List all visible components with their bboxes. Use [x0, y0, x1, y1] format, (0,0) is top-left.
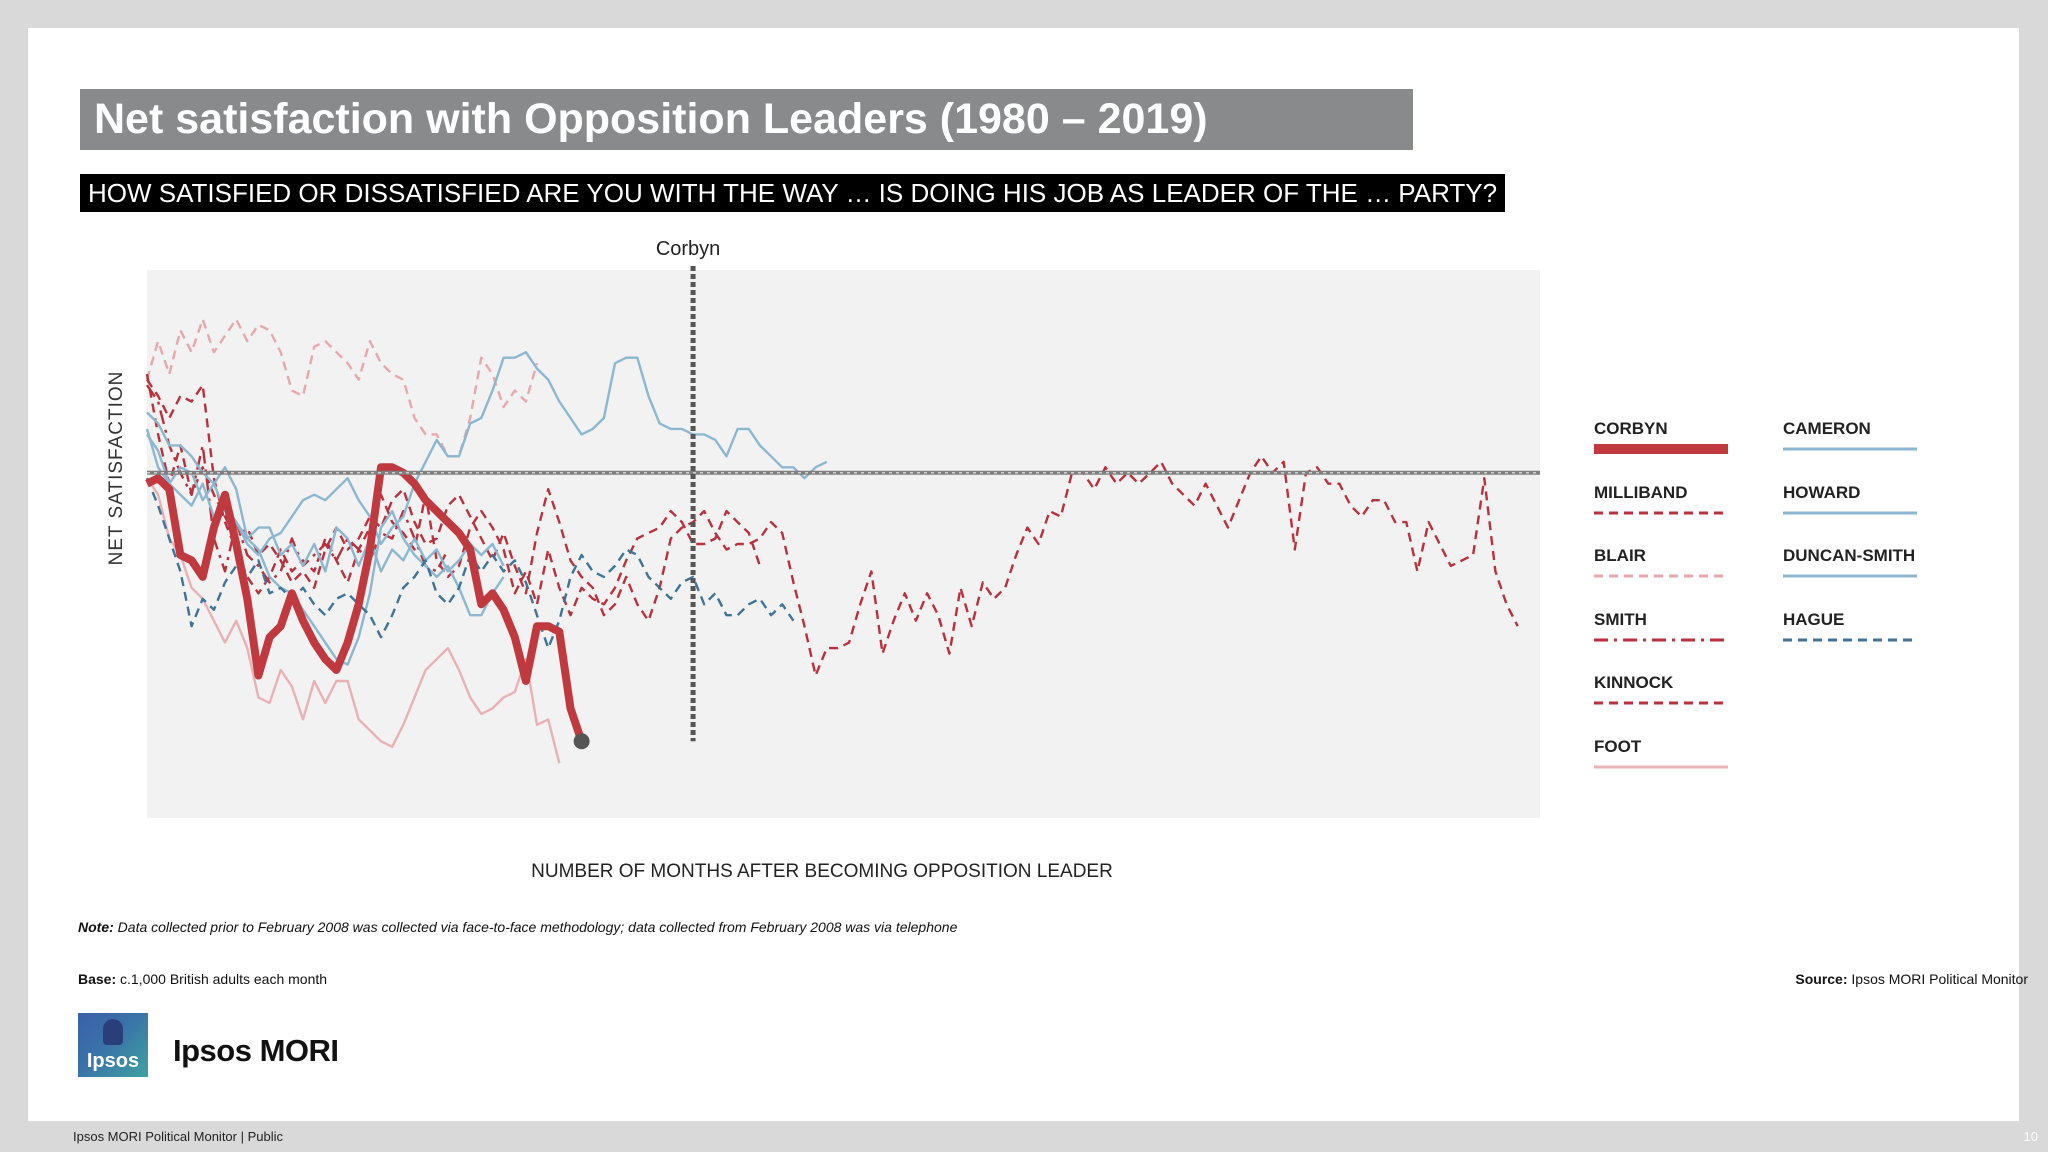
- legend-label: FOOT: [1594, 736, 1642, 756]
- legend-item-smith: SMITH: [1594, 609, 1734, 646]
- corbyn-end-dot: [573, 733, 590, 750]
- source-text: Ipsos MORI Political Monitor: [1851, 971, 2028, 987]
- legend-swatch: [1783, 511, 1917, 514]
- note-label: Note:: [78, 919, 114, 935]
- legend-item-milliband: MILLIBAND: [1594, 482, 1734, 519]
- series-line-milliband: [146, 378, 762, 617]
- legend-swatch: [1594, 765, 1728, 768]
- series-line-blair: [145, 318, 539, 458]
- legend-label: DUNCAN-SMITH: [1783, 546, 1916, 565]
- source-label: Source:: [1795, 971, 1848, 987]
- legend-label: MILLIBAND: [1594, 482, 1688, 502]
- legend-item-blair: BLAIR: [1594, 545, 1734, 582]
- question-banner: HOW SATISFIED OR DISSATISFIED ARE YOU WI…: [80, 174, 1506, 212]
- base: Base: c.1,000 British adults each month: [78, 971, 327, 987]
- page-number: 10: [2023, 1129, 2038, 1144]
- legend-swatch: [1594, 638, 1728, 641]
- base-text: c.1,000 British adults each month: [120, 971, 328, 987]
- series-line-foot: [146, 477, 561, 764]
- source: Source: Ipsos MORI Political Monitor: [1795, 971, 2028, 987]
- legend-swatch: [1594, 444, 1728, 454]
- legend-item-cameron: CAMERON: [1783, 418, 1923, 455]
- x-axis-label: NUMBER OF MONTHS AFTER BECOMING OPPOSITI…: [531, 861, 1113, 882]
- series-line-corbyn: [145, 463, 586, 743]
- legend-label: CORBYN: [1594, 419, 1668, 438]
- series-line-howard: [146, 411, 505, 666]
- legend-swatch: [1783, 638, 1917, 641]
- series-layer: [145, 318, 1519, 764]
- footer: Ipsos MORI Political Monitor | Public: [73, 1129, 283, 1144]
- legend-swatch: [1594, 511, 1728, 514]
- base-label: Base:: [78, 971, 117, 987]
- logo-head-icon: [103, 1019, 123, 1045]
- legend-swatch: [1594, 701, 1728, 705]
- legend-label: CAMERON: [1783, 419, 1871, 438]
- corbyn-annotation: Corbyn: [656, 238, 720, 260]
- legend-label: HAGUE: [1783, 609, 1845, 629]
- note: Note: Data collected prior to February 2…: [78, 919, 957, 935]
- legend-item-foot: FOOT: [1594, 736, 1734, 773]
- legend-item-duncan-smith: DUNCAN-SMITH: [1783, 545, 1923, 582]
- legend-item-corbyn: CORBYN: [1594, 418, 1734, 455]
- ipsos-logo: Ipsos: [78, 1013, 148, 1077]
- legend-swatch: [1594, 574, 1728, 578]
- legend-label: HOWARD: [1783, 482, 1861, 502]
- series-line-smith: [146, 384, 449, 584]
- plot-area: [147, 270, 1540, 818]
- legend-label: SMITH: [1594, 609, 1647, 629]
- series-line-duncan-smith: [146, 433, 505, 573]
- page-title: Net satisfaction with Opposition Leaders…: [80, 89, 1413, 150]
- logo-text: Ipsos MORI: [173, 1033, 339, 1068]
- legend-swatch: [1783, 447, 1917, 451]
- legend-item-kinnock: KINNOCK: [1594, 672, 1734, 709]
- legend-label: BLAIR: [1594, 546, 1646, 565]
- legend-item-howard: HOWARD: [1783, 482, 1923, 519]
- legend-item-hague: HAGUE: [1783, 609, 1923, 646]
- y-axis-label: NET SATISFACTION: [106, 371, 127, 566]
- logo-word: Ipsos: [86, 1050, 140, 1072]
- note-text: Data collected prior to February 2008 wa…: [117, 919, 958, 935]
- legend-label: KINNOCK: [1594, 673, 1674, 692]
- legend-swatch: [1783, 574, 1917, 578]
